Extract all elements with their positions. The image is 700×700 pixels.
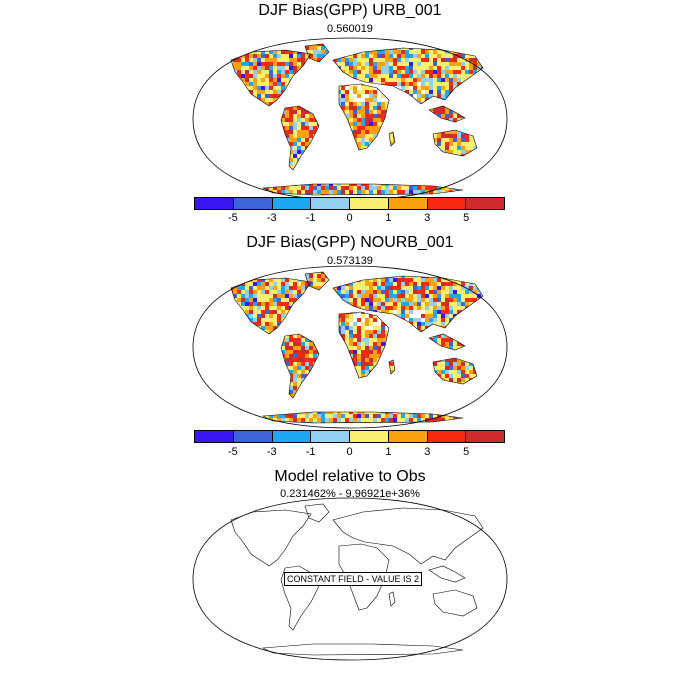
gpp-bias-field <box>231 44 483 195</box>
colorbar-tick-label: -5 <box>227 446 238 458</box>
colorbar-swatch <box>427 198 467 209</box>
coastline-australia <box>432 129 478 157</box>
colorbar-swatch <box>195 198 234 209</box>
colorbar-tick-label: 1 <box>385 446 392 458</box>
coastline-namerica <box>230 509 312 567</box>
coastline-antarctica <box>261 643 464 656</box>
map-panel-1 <box>192 37 508 201</box>
map-projection-border <box>192 265 508 429</box>
colorbar-swatch <box>427 431 467 442</box>
coastline-madagascar <box>388 359 396 375</box>
panel-3-subtitle: 0.231462% - 9.96921e+36% <box>280 488 420 500</box>
constant-field-label: CONSTANT FIELD - VALUE IS 2 <box>284 572 423 586</box>
colorbar-swatch <box>466 431 504 442</box>
coastline-seasia <box>428 565 466 583</box>
coastline-samerica <box>280 333 320 399</box>
colorbar-swatch <box>311 431 350 442</box>
coastline-seasia <box>428 333 466 351</box>
coastline-australia <box>432 357 478 385</box>
map-panel-2 <box>192 265 508 429</box>
colorbar-2 <box>194 430 505 443</box>
colorbar-1-labels: -5 -3 -1 0 1 3 5 <box>194 212 505 226</box>
colorbar-tick-label: -3 <box>266 446 277 458</box>
coastline-namerica <box>230 49 312 107</box>
gpp-bias-field <box>231 272 483 423</box>
colorbar-tick-label: 3 <box>424 446 431 458</box>
colorbar-swatch <box>233 431 273 442</box>
colorbar-tick-label: 0 <box>346 212 353 224</box>
colorbar-tick-label: -1 <box>305 446 316 458</box>
colorbar-tick-label: 5 <box>463 446 470 458</box>
map-projection-border <box>192 37 508 201</box>
coastline-madagascar <box>388 131 396 147</box>
panel-3-title: Model relative to Obs <box>274 468 426 485</box>
colorbar-tick-label: -1 <box>305 212 316 224</box>
panel-1-subtitle: 0.560019 <box>327 23 373 35</box>
panel-2-subtitle: 0.573139 <box>327 255 373 267</box>
colorbar-swatch <box>233 198 273 209</box>
coastline-eurasia <box>332 275 484 333</box>
coastline-greenland <box>304 271 330 291</box>
colorbar-tick-label: 5 <box>463 212 470 224</box>
colorbar-tick-label: -5 <box>227 212 238 224</box>
colorbar-tick-label: -3 <box>266 212 277 224</box>
coastline-antarctica <box>261 411 464 424</box>
colorbar-tick-label: 0 <box>346 446 353 458</box>
coastline-samerica <box>280 105 320 171</box>
coastline-africa <box>338 83 390 151</box>
colorbar-2-labels: -5 -3 -1 0 1 3 5 <box>194 446 505 460</box>
coastline-greenland <box>304 43 330 63</box>
coastline-greenland <box>304 503 330 523</box>
coastline-africa <box>338 311 390 379</box>
panel-1-title: DJF Bias(GPP) URB_001 <box>258 2 442 19</box>
colorbar-tick-label: 1 <box>385 212 392 224</box>
colorbar-swatch <box>350 431 389 442</box>
colorbar-swatch <box>311 198 350 209</box>
colorbar-swatch <box>466 198 504 209</box>
panel-2-title: DJF Bias(GPP) NOURB_001 <box>246 234 454 251</box>
colorbar-1 <box>194 197 505 210</box>
colorbar-tick-label: 3 <box>424 212 431 224</box>
coastline-madagascar <box>388 591 396 607</box>
coastline-seasia <box>428 105 466 123</box>
colorbar-swatch <box>195 431 234 442</box>
map-projection-border <box>192 497 508 661</box>
colorbar-swatch <box>272 198 312 209</box>
coastline-antarctica <box>261 183 464 196</box>
colorbar-swatch <box>388 198 428 209</box>
colorbar-swatch <box>272 431 312 442</box>
coastline-eurasia <box>332 47 484 105</box>
coastline-namerica <box>230 277 312 335</box>
colorbar-swatch <box>350 198 389 209</box>
colorbar-swatch <box>388 431 428 442</box>
coastline-eurasia <box>332 507 484 565</box>
coastline-australia <box>432 589 478 617</box>
